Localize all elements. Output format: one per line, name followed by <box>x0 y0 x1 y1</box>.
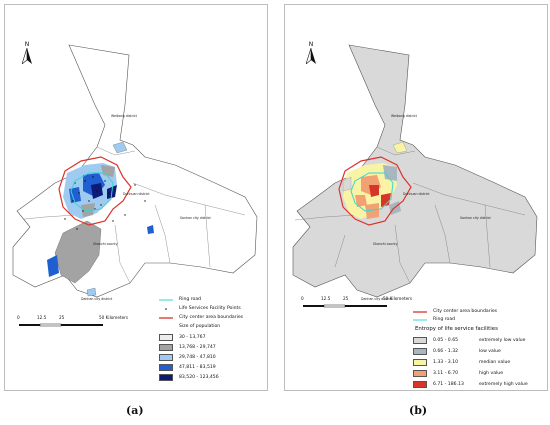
district-label-b-3: Shanzhi county <box>373 242 398 246</box>
north-arrow: N <box>19 41 35 64</box>
district-label-b-2: Sanhan city district <box>460 216 492 220</box>
class-label-2: 29,748 - 47,810 <box>179 354 216 360</box>
map-b-canvas: Weibang district Dunhuan district Sanhan… <box>292 44 538 301</box>
class-swatch-1 <box>159 344 173 351</box>
study-area-b <box>292 44 538 298</box>
entropy-range-1: 0.66 - 1.32 <box>433 348 459 354</box>
district-label-b-0: Weibang district <box>391 114 418 118</box>
class-label-1: 13,768 - 29,747 <box>179 344 216 350</box>
entropy-mosaic <box>342 141 408 219</box>
district-label-2: Sanhan city district <box>180 216 212 220</box>
district-label-b-1: Dunhuan district <box>403 192 430 196</box>
north-label: N <box>24 41 30 48</box>
map-panel-b: Weibang district Dunhuan district Sanhan… <box>284 4 548 391</box>
north-arrow-icon-b <box>306 48 316 64</box>
entropy-range-3: 3.11 - 6.70 <box>433 370 459 376</box>
legend-b-city-center-label: City center area boundaries <box>433 309 498 314</box>
city-center-swatch <box>159 317 173 319</box>
district-label-0: Weibang district <box>111 114 138 118</box>
scale-bar-b <box>303 304 387 308</box>
city-center-boundary-b <box>338 156 412 226</box>
class-label-3: 47,811 - 83,519 <box>179 364 216 370</box>
north-label-b: N <box>308 41 314 48</box>
legend-ring-road-label: Ring road <box>179 297 202 302</box>
district-label-3: Shanzhi county <box>93 242 118 246</box>
legend-b-ring-road-label: Ring road <box>433 317 456 322</box>
entropy-meaning-1: low value <box>479 348 501 354</box>
ring-road-swatch-b <box>413 319 427 321</box>
ring-road-swatch <box>159 299 173 301</box>
scale-bar <box>19 323 103 327</box>
ring-road-b <box>350 172 394 212</box>
scale-tick-b-2: 25 <box>343 296 349 301</box>
class-swatch-3 <box>159 364 173 371</box>
entropy-range-0: 0.05 - 0.65 <box>433 337 459 343</box>
scale-tick-b-1: 12.5 <box>321 296 331 301</box>
entropy-swatch-2 <box>413 359 427 366</box>
north-arrow-icon <box>22 48 32 64</box>
legend-city-center-label: City center area boundaries <box>179 315 244 320</box>
map-panel-a: Weibang district Dunhuan district Sanhan… <box>4 4 268 391</box>
caption-b: (b) <box>409 404 428 417</box>
entropy-meaning-2: median value <box>479 359 511 365</box>
entropy-swatch-4 <box>413 381 427 388</box>
city-center-boundary <box>58 156 132 226</box>
north-arrow-b: N <box>303 41 319 64</box>
population-area-blue-east <box>147 225 154 234</box>
ring-road <box>70 172 114 212</box>
legend-population-title: Size of population <box>179 324 221 329</box>
class-swatch-4 <box>159 374 173 381</box>
district-label-b-4: Danhan city district <box>361 297 393 301</box>
class-swatch-0 <box>159 334 173 341</box>
legend-facility-label: Life Services Facility Points <box>179 306 241 311</box>
population-area-lightblue-south <box>86 287 97 297</box>
facility-point-swatch <box>165 308 167 310</box>
scale-tick-3: 50 Kilometers <box>99 315 129 320</box>
entropy-range-4: 6.71 - 186.13 <box>433 381 464 387</box>
class-swatch-2 <box>159 354 173 361</box>
district-label-4: Danhan city district <box>81 297 113 301</box>
class-label-4: 83,520 - 123,456 <box>179 374 219 380</box>
population-area-blue-south <box>47 255 59 277</box>
legend-entropy-title: Entropy of life service facilities <box>415 326 498 332</box>
class-label-0: 30 - 13,767 <box>179 334 206 340</box>
map-a-canvas: Weibang district Dunhuan district Sanhan… <box>12 44 258 301</box>
scale-tick-1: 12.5 <box>37 315 47 320</box>
entropy-range-2: 1.33 - 3.10 <box>433 359 459 365</box>
caption-a: (a) <box>126 404 144 417</box>
scale-tick-b-0: 0 <box>301 296 304 301</box>
district-label-1: Dunhuan district <box>123 192 150 196</box>
entropy-meaning-4: extremely high value <box>479 381 528 387</box>
district-boundaries <box>14 146 246 284</box>
scale-tick-0: 0 <box>17 315 20 320</box>
facility-points <box>64 176 146 230</box>
entropy-swatch-1 <box>413 348 427 355</box>
entropy-meaning-0: extremely low value <box>479 337 526 343</box>
city-center-swatch-b <box>413 311 427 313</box>
entropy-swatch-3 <box>413 370 427 377</box>
scale-tick-b-3: 50 Kilometers <box>383 296 413 301</box>
entropy-swatch-0 <box>413 337 427 344</box>
district-boundaries-b <box>294 146 526 284</box>
scale-tick-2: 25 <box>59 315 65 320</box>
entropy-meaning-3: high value <box>479 370 504 376</box>
population-area-lightblue-north <box>112 141 128 154</box>
